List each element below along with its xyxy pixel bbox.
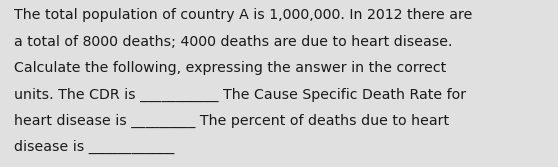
Text: heart disease is _________ The percent of deaths due to heart: heart disease is _________ The percent o… [14,114,449,128]
Text: disease is ____________: disease is ____________ [14,140,174,154]
Text: units. The CDR is ___________ The Cause Specific Death Rate for: units. The CDR is ___________ The Cause … [14,88,466,102]
Text: Calculate the following, expressing the answer in the correct: Calculate the following, expressing the … [14,61,446,75]
Text: a total of 8000 deaths; 4000 deaths are due to heart disease.: a total of 8000 deaths; 4000 deaths are … [14,35,453,49]
Text: The total population of country A is 1,000,000. In 2012 there are: The total population of country A is 1,0… [14,8,472,22]
